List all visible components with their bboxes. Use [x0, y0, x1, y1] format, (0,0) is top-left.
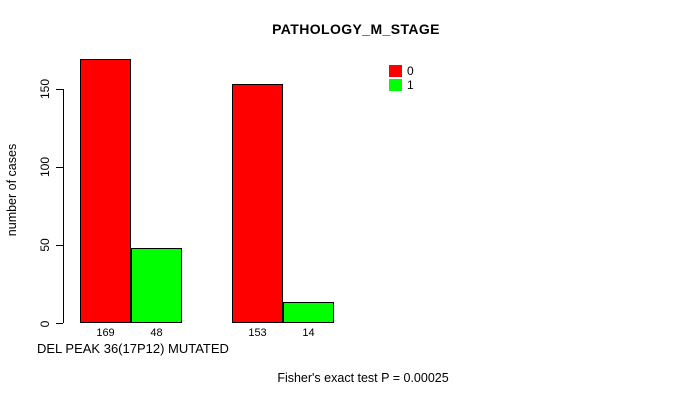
y-axis-tick [56, 88, 63, 90]
bar-value-label: 169 [96, 327, 115, 339]
bar-value-label: 48 [150, 327, 163, 339]
y-axis-tick [56, 323, 63, 324]
y-axis-label: number of cases [5, 143, 19, 237]
legend-entry: 0 [389, 65, 414, 77]
y-axis-line [63, 89, 64, 324]
bar-value-label: 153 [248, 327, 267, 339]
legend-swatch [389, 65, 402, 77]
x-axis-label: DEL PEAK 36(17P12) MUTATED [37, 341, 229, 356]
y-axis-tick [56, 244, 63, 246]
bar-series-1-group-2 [283, 301, 334, 324]
legend-swatch [389, 79, 402, 91]
legend-label: 1 [407, 78, 414, 92]
legend-label: 0 [407, 64, 414, 78]
legend-entry: 1 [389, 79, 414, 91]
y-axis-tick-label: 150 [38, 78, 52, 100]
y-axis-tick-label: 0 [38, 320, 52, 327]
y-axis-tick [56, 166, 63, 168]
bar-series-1-group-1 [131, 248, 182, 324]
bar-value-label: 14 [302, 327, 315, 339]
bar-series-0-group-1 [80, 59, 131, 324]
bar-series-0-group-2 [232, 84, 283, 324]
chart-title: PATHOLOGY_M_STAGE [272, 21, 440, 37]
y-axis-tick-label: 100 [38, 157, 52, 178]
stat-annotation: Fisher's exact test P = 0.00025 [277, 371, 449, 385]
y-axis-tick-label: 50 [38, 238, 52, 253]
